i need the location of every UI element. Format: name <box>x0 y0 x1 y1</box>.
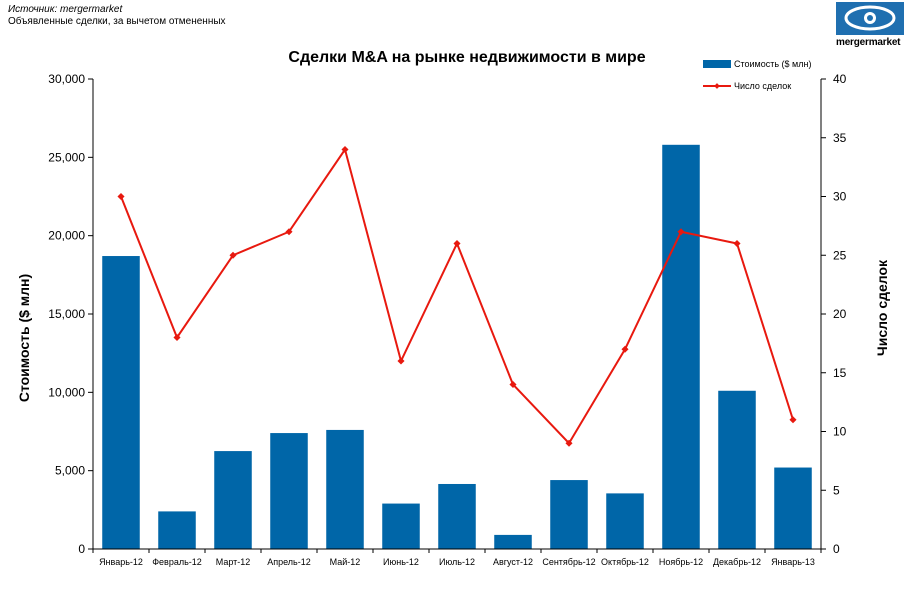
bar <box>606 493 644 549</box>
bar <box>158 511 196 549</box>
bar <box>382 503 420 549</box>
bar <box>662 144 700 550</box>
line-point <box>789 416 797 424</box>
y-tick-label: 0 <box>78 542 85 556</box>
x-tick-label: Октябрь-12 <box>601 557 649 567</box>
y-tick-label: 20,000 <box>48 229 85 243</box>
y2-tick-label: 20 <box>833 307 847 321</box>
y2-tick-label: 5 <box>833 483 840 497</box>
chart-title: Сделки M&A на рынке недвижимости в мире <box>288 49 645 66</box>
y2-tick-label: 25 <box>833 248 847 262</box>
y-tick-label: 30,000 <box>48 72 85 86</box>
bar <box>326 429 364 549</box>
y2-tick-label: 35 <box>833 131 847 145</box>
x-tick-label: Июнь-12 <box>383 557 419 567</box>
bar <box>550 480 588 549</box>
logo-text: mergermarket <box>836 37 901 48</box>
bar <box>102 256 140 549</box>
line-point <box>397 357 405 365</box>
line-series <box>117 145 797 447</box>
y-tick-label: 10,000 <box>48 385 85 399</box>
line-point <box>733 239 741 248</box>
y-tick-label: 25,000 <box>48 150 85 164</box>
x-tick-label: Апрель-12 <box>267 557 311 567</box>
y-tick-label: 5,000 <box>55 464 85 478</box>
line-point <box>509 380 517 389</box>
x-ticks: Январь-12 Февраль-12 Март-12 Апрель-12 Май-1… <box>92 549 822 567</box>
source-note: Источник: mergermarket <box>8 4 123 15</box>
y2-tick-label: 30 <box>833 190 847 204</box>
line-point <box>229 251 237 259</box>
bar <box>774 467 812 549</box>
legend-bar-label: Стоимость ($ млн) <box>734 59 811 69</box>
legend-line-label: Число сделок <box>734 81 791 91</box>
deals-note: Объявленные сделки, за вычетом отмененны… <box>8 16 226 27</box>
line-point <box>285 228 293 236</box>
line-point <box>621 345 629 353</box>
x-tick-label: Май-12 <box>330 557 361 567</box>
line-point <box>677 228 685 236</box>
legend-bar-swatch <box>703 60 731 68</box>
x-tick-label: Сентябрь-12 <box>542 557 595 567</box>
y-tick-label: 15,000 <box>48 307 85 321</box>
line-point <box>173 333 181 342</box>
x-tick-label: Январь-12 <box>99 557 143 567</box>
x-tick-label: Июль-12 <box>439 557 475 567</box>
x-tick-label: Декабрь-12 <box>713 557 761 567</box>
line-point <box>565 439 573 447</box>
y2-tick-label: 10 <box>833 425 847 439</box>
bar <box>438 483 476 549</box>
bar <box>718 390 756 549</box>
y-ticks-right: 0 5 10 15 20 25 30 35 40 <box>821 72 847 556</box>
y2-tick-label: 40 <box>833 72 847 86</box>
y2-tick-label: 15 <box>833 366 847 380</box>
x-tick-label: Ноябрь-12 <box>659 557 703 567</box>
bar <box>214 451 252 549</box>
line-point <box>453 239 461 248</box>
x-tick-label: Февраль-12 <box>152 557 202 567</box>
line-point <box>341 145 349 154</box>
y2-tick-label: 0 <box>833 542 840 556</box>
y-axis-label: Стоимость ($ млн) <box>16 274 32 402</box>
bar <box>494 534 532 549</box>
bar <box>270 433 308 549</box>
y2-axis-label: Число сделок <box>874 259 890 356</box>
line-point <box>117 192 125 201</box>
legend: Стоимость ($ млн) Число сделок <box>703 59 811 91</box>
x-tick-label: Март-12 <box>216 557 251 567</box>
y-ticks-left: 0 5,000 10,000 15,000 20,000 25,000 30,000 <box>48 72 93 556</box>
legend-line-marker <box>714 83 720 89</box>
x-tick-label: Август-12 <box>493 557 533 567</box>
mergermarket-logo-icon <box>836 2 904 35</box>
x-tick-label: Январь-13 <box>771 557 815 567</box>
bar-series <box>102 144 812 550</box>
